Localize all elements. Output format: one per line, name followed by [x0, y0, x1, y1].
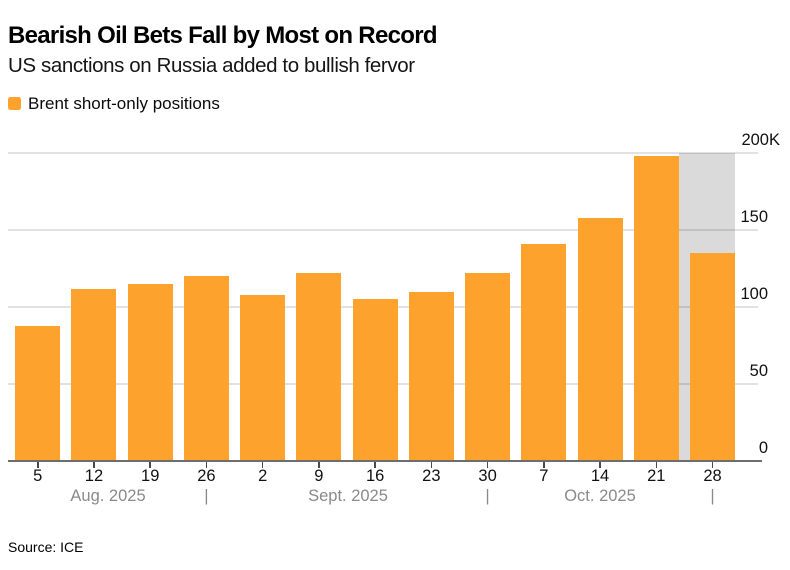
month-label: Oct. 2025 [564, 487, 636, 505]
tick-mark [205, 461, 208, 468]
chart-title: Bearish Oil Bets Fall by Most on Record [8, 22, 437, 49]
y-tick-label: 150 [740, 208, 768, 227]
month-separator: | [485, 487, 490, 505]
bar [408, 291, 454, 461]
x-tick-label: 9 [314, 467, 324, 485]
x-tick-label: 14 [590, 467, 610, 485]
x-tick-label: 30 [478, 467, 497, 485]
y-tick-label: 50 [749, 362, 768, 381]
x-tick-label: 5 [33, 467, 43, 485]
bar [690, 253, 735, 461]
x-tick-label: 2 [258, 467, 268, 485]
x-axis-line [8, 459, 762, 462]
bar [296, 273, 342, 461]
bar [577, 217, 623, 461]
bar [352, 299, 398, 461]
legend-swatch-icon [8, 97, 21, 110]
tick-mark [655, 461, 658, 468]
y-tick-label: 100 [740, 285, 768, 304]
tick-mark [543, 461, 545, 468]
bar [127, 284, 173, 461]
x-tick-label: 26 [197, 467, 216, 485]
x-tick-label: 12 [84, 467, 104, 485]
source-note: Source: ICE [8, 539, 84, 555]
month-separator: | [204, 487, 209, 505]
tick-mark [318, 461, 320, 468]
gridline [8, 229, 758, 231]
y-tick-label: 0 [758, 439, 768, 457]
bar [240, 294, 286, 461]
gridline [8, 152, 758, 154]
tick-mark [711, 461, 714, 468]
x-tick-label: 23 [422, 467, 441, 485]
tick-mark [599, 461, 601, 468]
tick-mark [261, 461, 264, 468]
x-tick-label: 28 [703, 467, 722, 485]
chart-subtitle: US sanctions on Russia added to bullish … [8, 54, 415, 77]
tick-mark [93, 461, 95, 468]
bar [15, 325, 61, 461]
bar [521, 244, 567, 461]
month-label: Aug. 2025 [70, 487, 146, 505]
bar [633, 156, 679, 461]
tick-mark [149, 461, 151, 468]
x-tick-label: 16 [365, 467, 385, 485]
bar [183, 276, 229, 461]
legend: Brent short-only positions [8, 95, 220, 112]
y-tick-label: 200K [741, 131, 780, 150]
x-tick-label: 7 [539, 467, 549, 485]
x-tick-label: 21 [647, 467, 666, 485]
legend-label: Brent short-only positions [28, 94, 220, 113]
tick-mark [374, 461, 376, 468]
tick-mark [486, 461, 489, 468]
tick-mark [430, 461, 433, 468]
month-label: Sept. 2025 [308, 487, 388, 505]
bar [71, 288, 117, 461]
bar [465, 273, 511, 461]
x-tick-label: 19 [141, 467, 160, 485]
month-separator: | [710, 487, 715, 505]
tick-mark [37, 461, 39, 468]
